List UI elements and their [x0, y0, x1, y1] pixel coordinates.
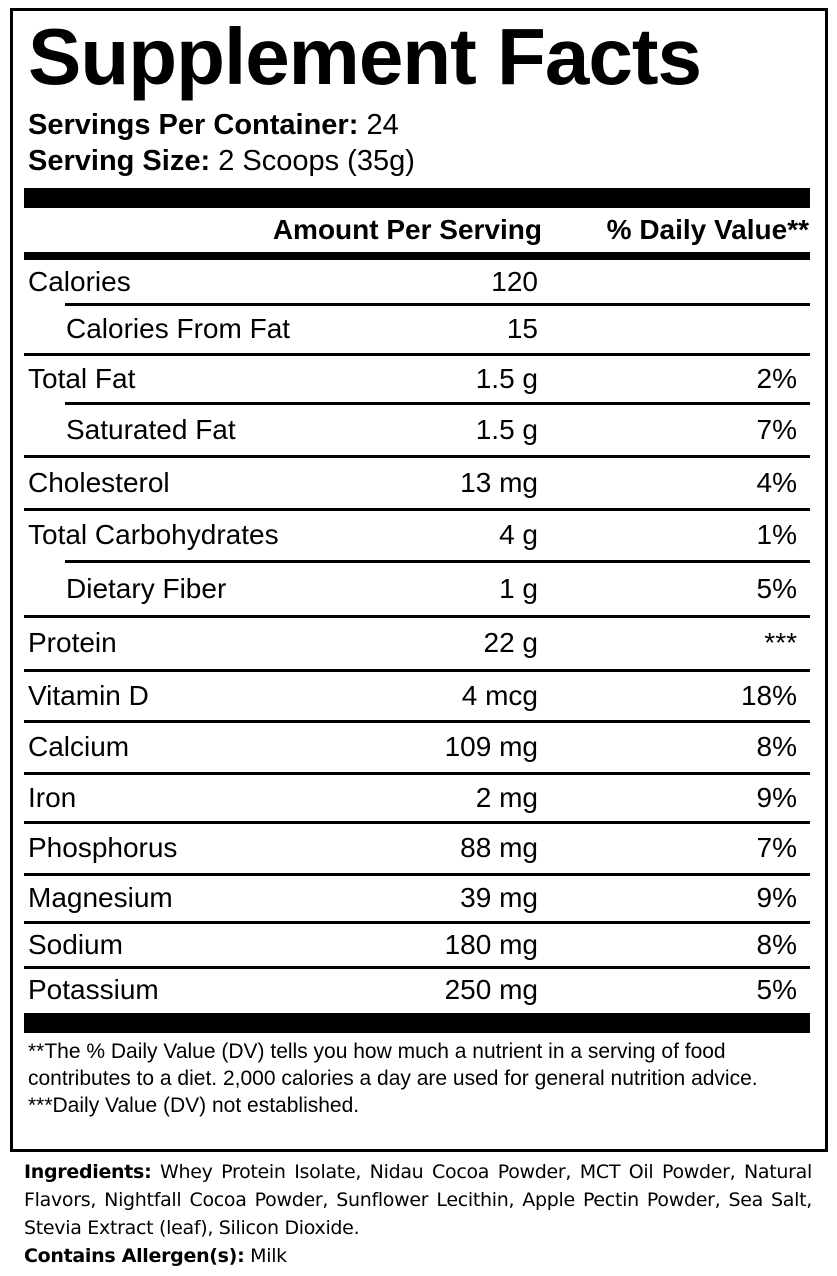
nutrient-amount: 109 mg [444, 731, 538, 762]
ingredients-block: Ingredients: Whey Protein Isolate, Nidau… [24, 1158, 812, 1270]
nutrient-daily-value: 5% [756, 973, 797, 1005]
nutrient-daily-value: 9% [756, 781, 797, 813]
row-divider [65, 560, 810, 563]
nutrient-amount: 15 [506, 313, 538, 344]
nutrient-name: Potassium [28, 973, 159, 1005]
nutrient-row: Calories From Fat 15 [24, 305, 810, 356]
nutrient-name: Vitamin D [28, 679, 149, 711]
row-divider [24, 921, 810, 924]
nutrient-name: Sodium [28, 928, 123, 960]
nutrient-amount: 4 mcg [461, 679, 538, 711]
servings-value: 24 [366, 109, 399, 141]
nutrient-amount: 180 mg [444, 928, 538, 960]
serving-size-value: 2 Scoops (35g) [218, 145, 415, 177]
row-divider [24, 772, 810, 775]
nutrient-name: Total Carbohydrates [28, 519, 279, 550]
nutrient-amount: 1 g [499, 572, 538, 604]
nutrient-amount: 4 g [499, 519, 538, 550]
nutrient-name: Calories [28, 265, 131, 297]
nutrient-name: Calcium [28, 731, 130, 762]
nutrient-daily-value: 9% [756, 882, 797, 913]
row-divider [24, 720, 810, 723]
nutrient-row: Total Carbohydrates 4 g 1% [24, 510, 810, 563]
nutrient-name: Dietary Fiber [66, 572, 227, 604]
serving-size-label: Serving Size: [28, 145, 211, 177]
nutrient-row: Sodium 180 mg 8% [24, 923, 810, 969]
nutrient-amount: 250 mg [444, 973, 538, 1005]
nutrient-row: Cholesterol 13 mg 4% [24, 457, 810, 511]
row-divider [24, 508, 810, 511]
nutrient-row: Magnesium 39 mg 9% [24, 875, 810, 924]
nutrient-name: Saturated Fat [66, 413, 236, 445]
row-divider [65, 402, 810, 405]
nutrient-row: Iron 2 mg 9% [24, 774, 810, 824]
thick-divider [24, 188, 810, 208]
header-divider [24, 252, 810, 260]
nutrient-row: Vitamin D 4 mcg 18% [24, 671, 810, 723]
ingredients-text: Whey Protein Isolate, Nidau Cocoa Powder… [24, 1161, 812, 1239]
nutrient-amount: 2 mg [475, 781, 538, 813]
allergens: Contains Allergen(s): Milk [24, 1242, 812, 1270]
nutrient-amount: 88 mg [460, 832, 538, 863]
ingredients: Ingredients: Whey Protein Isolate, Nidau… [24, 1158, 812, 1242]
nutrient-name: Calories From Fat [66, 313, 291, 344]
servings-label: Servings Per Container: [28, 109, 359, 141]
panel-title: Supplement Facts [28, 12, 702, 101]
nutrient-amount: 120 [491, 265, 538, 297]
nutrient-daily-value: *** [764, 627, 797, 658]
nutrient-row: Dietary Fiber 1 g 5% [24, 562, 810, 618]
nutrient-row: Calories 120 [24, 260, 810, 306]
nutrient-daily-value: 4% [756, 466, 797, 498]
nutrient-row: Calcium 109 mg 8% [24, 722, 810, 775]
nutrient-amount: 22 g [483, 627, 539, 658]
nutrient-row: Phosphorus 88 mg 7% [24, 823, 810, 876]
row-divider [24, 966, 810, 969]
nutrient-amount: 1.5 g [475, 413, 538, 445]
serving-size: Serving Size: 2 Scoops (35g) [28, 144, 415, 178]
allergens-label: Contains Allergen(s): [24, 1245, 245, 1267]
nutrient-daily-value: 5% [756, 572, 797, 604]
nutrient-name: Cholesterol [28, 466, 170, 498]
row-divider [24, 455, 810, 458]
row-divider [65, 303, 810, 306]
nutrient-row: Saturated Fat 1.5 g 7% [24, 404, 810, 458]
allergens-text: Milk [250, 1245, 287, 1267]
bottom-thick-divider [24, 1013, 810, 1033]
nutrient-daily-value: 7% [756, 413, 797, 445]
row-divider [24, 873, 810, 876]
nutrient-row: Protein 22 g *** [24, 617, 810, 672]
row-divider [24, 615, 810, 618]
nutrient-daily-value: 8% [756, 731, 797, 762]
nutrient-daily-value: 7% [756, 832, 797, 863]
nutrient-amount: 13 mg [460, 466, 538, 498]
nutrient-name: Magnesium [28, 882, 173, 913]
nutrient-daily-value: 18% [740, 679, 797, 711]
nutrient-name: Iron [28, 781, 77, 813]
daily-value-header: % Daily Value** [606, 214, 809, 245]
nutrient-name: Total Fat [28, 362, 136, 394]
row-divider [24, 669, 810, 672]
footnote-daily-value: **The % Daily Value (DV) tells you how m… [28, 1040, 758, 1090]
footnote-not-established: ***Daily Value (DV) not established. [28, 1094, 360, 1117]
nutrient-daily-value: 2% [756, 362, 797, 394]
nutrient-name: Protein [28, 627, 117, 658]
nutrient-name: Phosphorus [28, 832, 178, 863]
row-divider [24, 821, 810, 824]
nutrient-daily-value: 1% [756, 519, 797, 550]
nutrient-row: Total Fat 1.5 g 2% [24, 355, 810, 405]
footnotes: **The % Daily Value (DV) tells you how m… [28, 1038, 808, 1119]
nutrient-daily-value: 8% [756, 928, 797, 960]
nutrient-amount: 39 mg [460, 882, 538, 913]
nutrient-row: Potassium 250 mg 5% [24, 968, 810, 1013]
row-divider [24, 353, 810, 356]
facts-panel [10, 8, 828, 1152]
ingredients-label: Ingredients: [24, 1161, 152, 1183]
servings-per-container: Servings Per Container: 24 [28, 108, 399, 142]
amount-per-serving-header: Amount Per Serving [272, 214, 542, 245]
nutrient-amount: 1.5 g [475, 362, 538, 394]
